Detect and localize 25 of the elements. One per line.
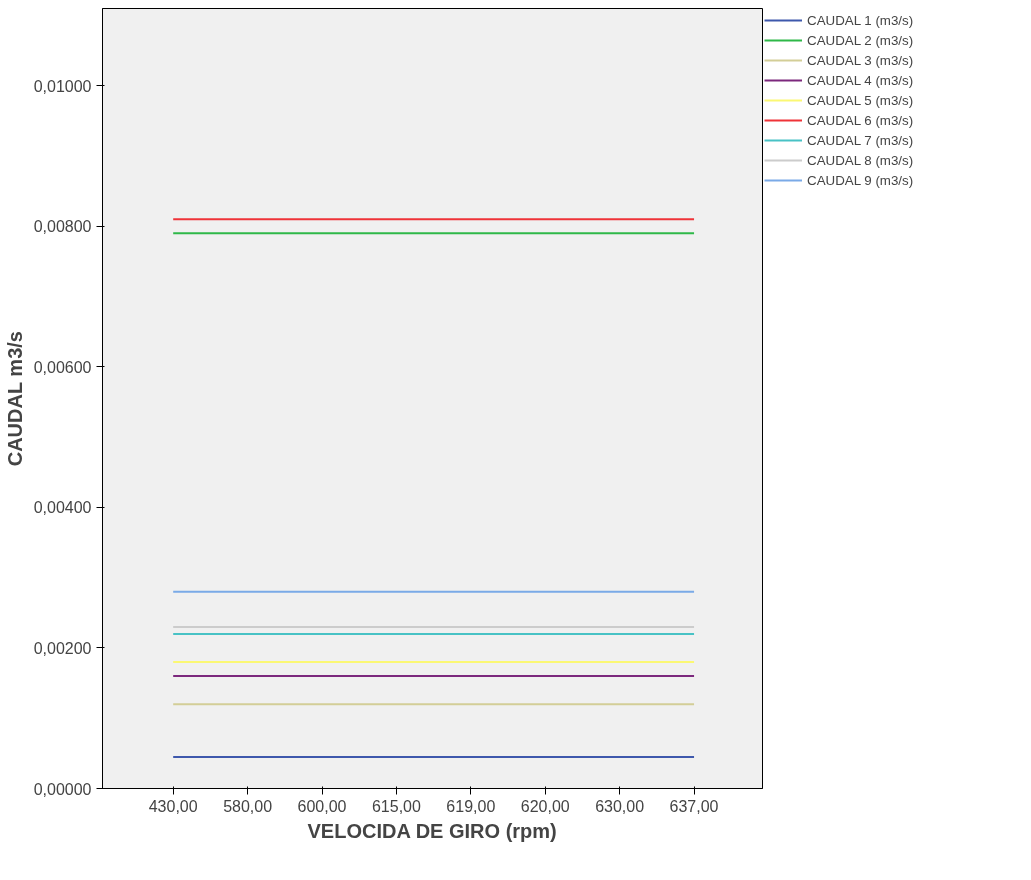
legend-label: CAUDAL 6 (m3/s) bbox=[807, 112, 914, 128]
legend-label: CAUDAL 9 (m3/s) bbox=[807, 172, 914, 188]
y-tick-label: 0,00200 bbox=[33, 639, 92, 657]
y-tick-label: 0,00800 bbox=[33, 218, 92, 236]
legend-label: CAUDAL 5 (m3/s) bbox=[807, 92, 914, 108]
x-axis-title: VELOCIDA DE GIRO (rpm) bbox=[307, 819, 557, 842]
x-tick-label: 615,00 bbox=[371, 797, 421, 815]
y-tick-label: 0,00000 bbox=[33, 780, 92, 798]
y-tick-label: 0,00600 bbox=[33, 358, 92, 376]
y-tick-label: 0,00400 bbox=[33, 499, 92, 517]
legend-label: CAUDAL 3 (m3/s) bbox=[807, 52, 914, 68]
y-tick-label: 0,01000 bbox=[33, 77, 92, 95]
legend-label: CAUDAL 2 (m3/s) bbox=[807, 32, 914, 48]
x-tick-label: 600,00 bbox=[297, 797, 347, 815]
legend-label: CAUDAL 7 (m3/s) bbox=[807, 132, 914, 148]
x-tick-label: 580,00 bbox=[223, 797, 273, 815]
legend-label: CAUDAL 1 (m3/s) bbox=[807, 12, 914, 28]
x-tick-label: 619,00 bbox=[446, 797, 496, 815]
x-tick-label: 620,00 bbox=[520, 797, 570, 815]
y-axis-title: CAUDAL m3/s bbox=[3, 331, 26, 467]
legend-label: CAUDAL 8 (m3/s) bbox=[807, 152, 914, 168]
x-tick-label: 637,00 bbox=[669, 797, 719, 815]
x-tick-label: 430,00 bbox=[148, 797, 198, 815]
legend-label: CAUDAL 4 (m3/s) bbox=[807, 72, 914, 88]
x-tick-label: 630,00 bbox=[595, 797, 645, 815]
